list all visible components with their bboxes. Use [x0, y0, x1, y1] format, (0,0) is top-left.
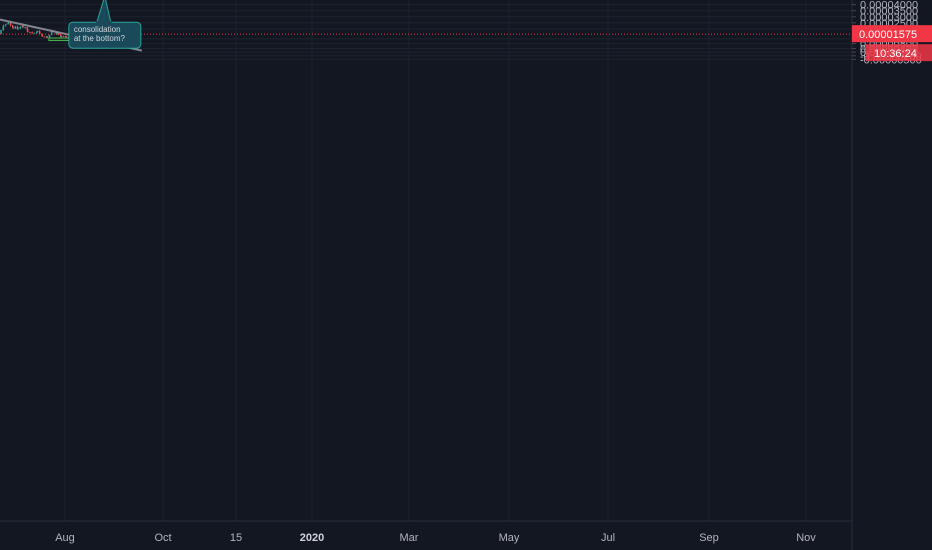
candle-body	[0, 29, 2, 35]
y-tick-label: 0.00004000	[860, 0, 918, 12]
countdown-tag-label: 10:36:24	[874, 48, 917, 60]
candle-body	[57, 33, 60, 35]
candle-body	[5, 24, 7, 26]
current-price-tag	[852, 25, 932, 43]
x-tick-label: Jul	[601, 532, 615, 544]
candle-body	[33, 32, 36, 34]
x-tick-label: Mar	[400, 532, 419, 544]
grid	[0, 0, 852, 521]
candle-body	[2, 25, 5, 27]
x-tick-label: 15	[230, 532, 242, 544]
annotation-seam	[95, 21, 112, 25]
candle-body	[7, 22, 10, 24]
annotation-text: consolidation	[74, 25, 121, 34]
candle-body	[14, 26, 17, 29]
candle-body	[48, 34, 51, 38]
candle-body	[43, 36, 46, 38]
candle-body	[62, 36, 65, 37]
candle-body	[41, 35, 43, 37]
x-tick-label: 2020	[300, 532, 324, 544]
candle-body	[16, 26, 19, 29]
x-axis[interactable]: Aug Oct 15 2020 Mar May Jul Sep Nov	[55, 532, 816, 544]
candle-body	[24, 27, 26, 29]
candle-body	[38, 30, 41, 34]
x-tick-label: Oct	[154, 532, 171, 544]
x-tick-label: Nov	[796, 532, 816, 544]
candle-body	[29, 32, 31, 33]
current-price-tag-label: 0.00001575	[859, 29, 917, 41]
annotation-text: at the bottom?	[74, 34, 126, 43]
candle-body	[36, 30, 39, 32]
price-tag-layer: 0.00001575 10:36:24	[852, 25, 932, 62]
candle-body	[22, 25, 24, 28]
candle-body	[19, 26, 22, 29]
candle-body	[65, 36, 68, 38]
candle-body	[26, 27, 29, 30]
candle-body	[55, 33, 58, 34]
candle-body	[50, 31, 53, 35]
candle-body	[60, 36, 62, 37]
candle-body	[12, 27, 14, 29]
x-tick-label: Sep	[699, 532, 719, 544]
candle-body	[17, 28, 19, 30]
candle-body	[2, 26, 5, 30]
x-tick-label: May	[499, 532, 520, 544]
candle-body	[31, 32, 34, 34]
y-tick-label: 0.00003500	[860, 6, 918, 18]
countdown-tag	[866, 44, 932, 62]
candle-body	[46, 36, 49, 38]
candle-body	[26, 29, 29, 33]
candle-body	[35, 31, 38, 33]
y-tick-label: 0.00003000	[860, 12, 918, 24]
candle-body	[9, 22, 12, 26]
x-tick-label: Aug	[55, 532, 75, 544]
